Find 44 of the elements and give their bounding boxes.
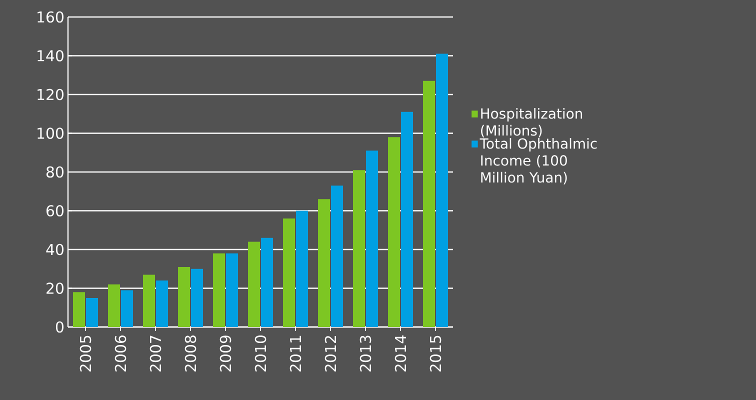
x-tick-label: 2012: [324, 336, 336, 372]
y-tick-label: 0: [56, 321, 64, 333]
bar: [213, 253, 226, 327]
legend-label: Hospitalization (Millions): [481, 108, 582, 138]
x-tick-label: 2005: [80, 336, 92, 372]
bar: [436, 54, 448, 327]
x-tick-label: 2013: [360, 336, 372, 372]
bar: [226, 253, 238, 327]
y-tick-label: 40: [46, 244, 64, 256]
y-tick-label: 120: [38, 88, 64, 100]
x-tick-label: 2015: [430, 336, 442, 372]
bar: [283, 218, 296, 327]
y-tick-label: 100: [38, 128, 64, 139]
bar: [388, 137, 400, 327]
x-tick-label: 2007: [150, 336, 162, 372]
x-tick-label: 2010: [254, 336, 266, 372]
bar: [423, 80, 436, 327]
bar: [156, 280, 168, 327]
bar: [353, 170, 366, 327]
bar: [108, 284, 120, 327]
bar: [86, 298, 98, 327]
y-tick-label: 160: [38, 11, 64, 23]
x-tick-label: 2006: [114, 335, 126, 372]
x-tick-label: 2011: [290, 336, 302, 372]
y-tick-label: 60: [46, 205, 64, 216]
y-tick-label: 80: [46, 166, 64, 178]
bar: [366, 150, 378, 327]
bar: [73, 292, 85, 327]
x-tick-label: 2009: [220, 336, 232, 372]
bar: [121, 290, 133, 327]
bar: [331, 186, 344, 327]
x-tick-label: 2014: [394, 335, 406, 372]
bar: [401, 112, 414, 327]
y-tick-label: 140: [38, 50, 64, 62]
bar: [248, 242, 260, 327]
legend-label: Total Ophthalmic Income (100 Million Yuan): [480, 138, 597, 184]
bar: [296, 210, 308, 327]
bar: [178, 266, 190, 327]
x-tick-label: 2008: [184, 336, 196, 372]
bar: [318, 199, 330, 327]
bar: [143, 274, 156, 327]
bar: [261, 238, 274, 327]
bar: [191, 268, 204, 327]
y-tick-label: 20: [46, 282, 64, 294]
